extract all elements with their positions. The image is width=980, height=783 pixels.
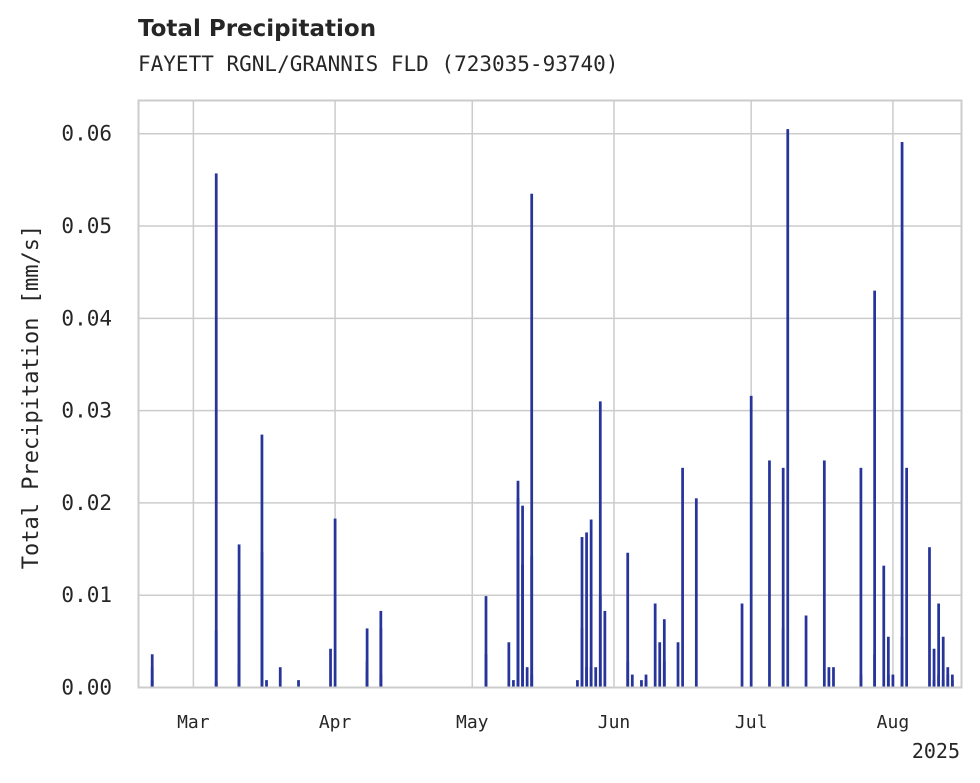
x-axis-ticks: Mar Apr May Jun Jul Aug: [177, 712, 909, 733]
precipitation-bar: [484, 596, 488, 688]
precipitation-bar: [941, 636, 945, 688]
y-tick-label: 0.00: [61, 676, 112, 700]
x-tick-label: May: [456, 712, 489, 733]
precipitation-bar: [598, 401, 602, 688]
precipitation-bar: [626, 552, 630, 688]
precipitation-bar: [237, 609, 241, 688]
precipitation-bar: [891, 674, 895, 688]
precipitation-bar: [260, 551, 264, 688]
precipitation-bar: [484, 654, 488, 688]
precipitation-bar: [530, 193, 534, 688]
precipitation-bar: [804, 615, 808, 688]
precipitation-bar: [768, 460, 771, 688]
precipitation-bar: [365, 628, 369, 688]
precipitation-bar: [886, 636, 890, 688]
precipitation-bar: [928, 547, 931, 688]
y-axis-label: Total Precipitation [mm/s]: [19, 225, 44, 569]
precipitation-bar: [525, 667, 529, 688]
precipitation-bar: [589, 667, 593, 688]
x-tick-label: Apr: [319, 712, 352, 733]
precipitation-bars: [150, 129, 954, 688]
precipitation-bar: [516, 480, 520, 688]
precipitation-bar: [662, 661, 666, 688]
precipitation-bar: [333, 518, 337, 688]
precipitation-bar: [329, 648, 332, 688]
precipitation-bar: [237, 661, 241, 688]
precipitation-bar: [265, 680, 268, 688]
precipitation-bar: [946, 667, 950, 688]
y-tick-label: 0.05: [61, 214, 112, 238]
chart-subtitle: FAYETT RGNL/GRANNIS FLD (723035-93740): [138, 52, 619, 76]
precipitation-bar: [644, 680, 648, 688]
grid-lines: [138, 100, 962, 689]
precipitation-bar: [379, 674, 383, 688]
precipitation-bar: [859, 674, 863, 688]
precipitation-bar: [658, 642, 662, 688]
precipitation-bar: [576, 680, 579, 688]
y-tick-label: 0.06: [61, 122, 112, 146]
precipitation-bar: [237, 680, 241, 688]
chart-title: Total Precipitation: [138, 16, 377, 42]
precipitation-bar: [150, 680, 154, 688]
precipitation-bar: [676, 642, 680, 688]
precipitation-bar: [822, 460, 826, 688]
x-tick-label: Jun: [598, 712, 631, 733]
precipitation-bar: [832, 667, 835, 688]
precipitation-bar: [530, 556, 534, 688]
precipitation-bar: [214, 630, 218, 688]
precipitation-bar: [873, 290, 876, 688]
precipitation-bar: [662, 619, 666, 688]
y-tick-label: 0.04: [61, 306, 112, 330]
precipitation-bar: [900, 142, 904, 688]
x-tick-label: Jul: [735, 712, 768, 733]
precipitation-bar: [932, 648, 936, 688]
precipitation-bar: [681, 467, 684, 688]
precipitation-bar: [950, 674, 954, 688]
precipitation-bar: [365, 670, 369, 688]
precipitation-bar: [859, 467, 863, 688]
precipitation-bar: [749, 395, 753, 688]
x-tick-label: Aug: [877, 712, 910, 733]
precipitation-bar: [580, 537, 584, 688]
precipitation-bar: [882, 565, 886, 688]
y-tick-label: 0.01: [61, 583, 112, 607]
y-tick-label: 0.02: [61, 491, 112, 515]
y-tick-label: 0.03: [61, 399, 112, 423]
precipitation-bar: [603, 610, 607, 688]
plot-frame: [137, 99, 963, 689]
precipitation-bar: [740, 603, 744, 688]
precipitation-bar: [214, 173, 218, 688]
precipitation-bar: [781, 467, 785, 688]
x-axis-year-label: 2025: [912, 739, 960, 763]
precipitation-bar: [653, 603, 657, 688]
precipitation-bar: [512, 680, 515, 688]
precipitation-bar: [585, 532, 588, 688]
precipitation-bar: [694, 498, 698, 688]
precipitation-bar: [594, 667, 598, 688]
precipitation-bar: [905, 467, 909, 688]
y-axis-ticks: 0.00 0.01 0.02 0.03 0.04 0.05 0.06: [61, 122, 112, 700]
precipitation-bar: [630, 674, 634, 688]
precipitation-bar: [530, 674, 534, 688]
x-tick-label: Mar: [177, 712, 210, 733]
precipitation-bar: [507, 642, 511, 688]
precipitation-bar: [827, 667, 831, 688]
precipitation-bar: [150, 667, 154, 688]
precipitation-bar: [937, 603, 941, 688]
precipitation-bar: [297, 680, 300, 688]
precipitation-bar: [379, 628, 383, 688]
precipitation-bar: [786, 129, 790, 688]
precipitation-bar: [589, 519, 593, 688]
precipitation-bar: [640, 680, 643, 688]
precipitation-bar: [580, 628, 584, 688]
precipitation-bar: [521, 564, 524, 688]
precipitation-bar: [278, 667, 282, 688]
precipitation-bar: [585, 667, 588, 688]
